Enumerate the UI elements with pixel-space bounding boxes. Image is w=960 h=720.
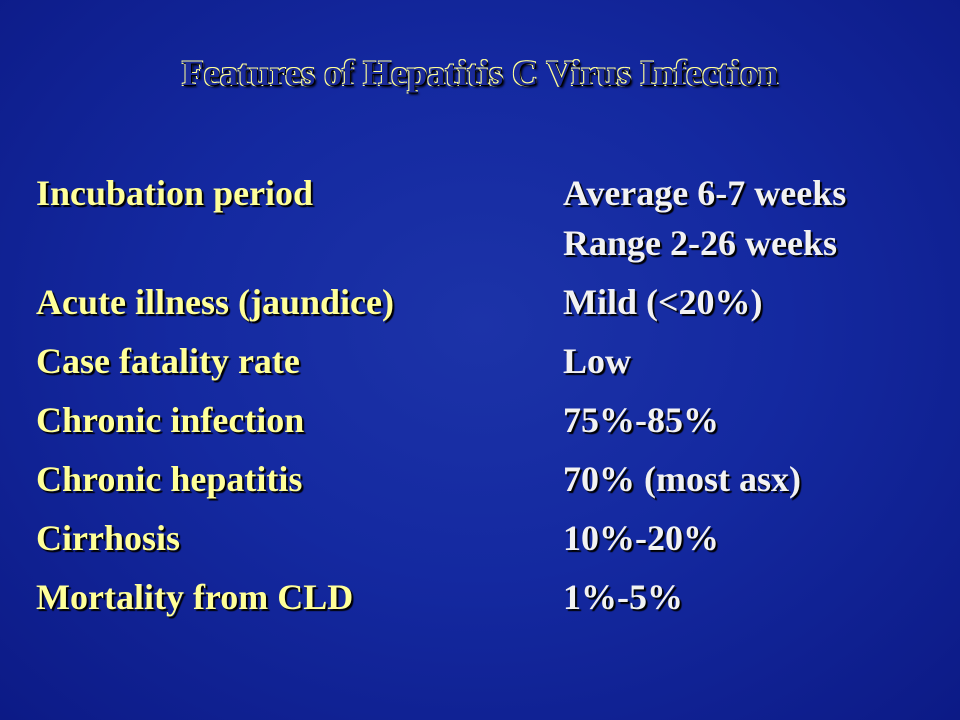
feature-value: 10%-20% (563, 518, 719, 558)
feature-values: 75%-85% (563, 395, 719, 445)
feature-table: Incubation period Average 6-7 weeks Range … (36, 168, 936, 631)
feature-row: Mortality from CLD 1%-5% (36, 572, 936, 622)
feature-value: Average 6-7 weeks (563, 173, 847, 213)
feature-values: 1%-5% (563, 572, 683, 622)
feature-value: 75%-85% (563, 400, 719, 440)
feature-values: Mild (<20%) (563, 277, 763, 327)
feature-label: Chronic hepatitis (36, 459, 303, 499)
feature-values: 70% (most asx) (563, 454, 801, 504)
feature-value: Low (563, 341, 632, 381)
feature-row: Case fatality rate Low (36, 336, 936, 386)
feature-row: Acute illness (jaundice) Mild (<20%) (36, 277, 936, 327)
feature-row: Cirrhosis 10%-20% (36, 513, 936, 563)
feature-value: 1%-5% (563, 577, 683, 617)
feature-values: Low (563, 336, 631, 386)
feature-value: Mild (<20%) (563, 282, 763, 322)
feature-value: 70% (most asx) (563, 459, 801, 499)
feature-label: Cirrhosis (36, 518, 180, 558)
feature-row: Chronic infection 75%-85% (36, 395, 936, 445)
feature-label: Incubation period (36, 173, 314, 213)
feature-value: Range 2-26 weeks (563, 223, 837, 263)
feature-label: Case fatality rate (36, 341, 300, 381)
feature-label: Chronic infection (36, 400, 305, 440)
feature-row: Incubation period Average 6-7 weeks Range … (36, 168, 936, 268)
slide-title: Features of Hepatitis C Virus Infection (181, 53, 779, 93)
feature-label: Mortality from CLD (36, 577, 354, 617)
feature-row: Chronic hepatitis 70% (most asx) (36, 454, 936, 504)
feature-values: Average 6-7 weeks Range 2-26 weeks (563, 168, 846, 268)
feature-label: Acute illness (jaundice) (36, 282, 394, 322)
feature-values: 10%-20% (563, 513, 719, 563)
